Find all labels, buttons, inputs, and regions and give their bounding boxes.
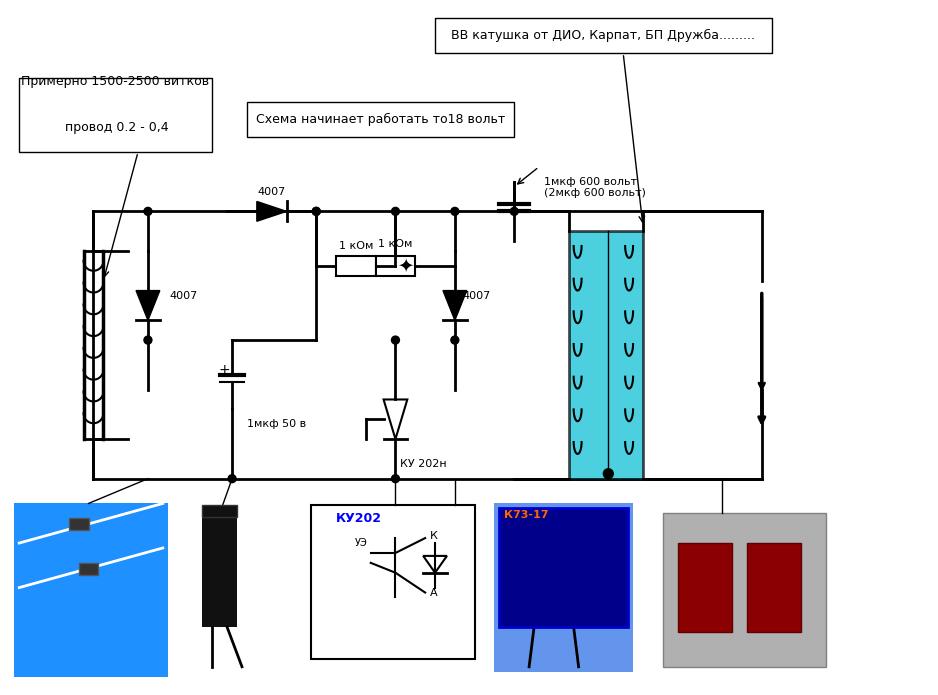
Text: К: К: [431, 531, 438, 541]
Bar: [336, 256, 375, 276]
Bar: [203, 505, 237, 517]
Text: 4007: 4007: [462, 291, 491, 300]
Bar: [311, 505, 475, 659]
Circle shape: [144, 336, 152, 344]
Text: 1мкф 50 в: 1мкф 50 в: [247, 419, 306, 430]
Text: Примерно 1500-2500 витков

 провод 0.2 - 0,4: Примерно 1500-2500 витков провод 0.2 - 0…: [22, 75, 209, 134]
Bar: [499, 508, 628, 627]
Bar: [79, 563, 98, 575]
Bar: [247, 102, 514, 137]
Circle shape: [391, 207, 400, 215]
Polygon shape: [257, 202, 286, 221]
Circle shape: [144, 207, 152, 215]
Text: КУ 202н: КУ 202н: [401, 459, 447, 469]
Text: +: +: [219, 363, 230, 377]
Bar: [375, 256, 416, 276]
Bar: [747, 543, 801, 632]
Text: Схема начинает работать то18 вольт: Схема начинает работать то18 вольт: [256, 113, 506, 126]
Bar: [494, 503, 633, 672]
Text: 1мкф 600 вольт
(2мкф 600 вольт): 1мкф 600 вольт (2мкф 600 вольт): [544, 177, 646, 198]
Circle shape: [603, 469, 613, 479]
Polygon shape: [443, 291, 467, 320]
Text: 4007: 4007: [170, 291, 198, 300]
Circle shape: [312, 207, 320, 215]
Text: КУ202: КУ202: [336, 512, 382, 525]
Text: 4007: 4007: [258, 186, 286, 197]
Bar: [203, 508, 237, 627]
Circle shape: [391, 336, 400, 344]
Circle shape: [312, 207, 320, 215]
Bar: [14, 503, 168, 677]
Text: К73-17: К73-17: [505, 510, 549, 521]
Text: 1 кОм: 1 кОм: [339, 241, 373, 251]
Bar: [677, 543, 732, 632]
Text: ВВ катушка от ДИО, Карпат, БП Дружба.........: ВВ катушка от ДИО, Карпат, БП Дружба....…: [451, 28, 755, 42]
Bar: [568, 231, 643, 479]
Bar: [19, 78, 212, 152]
Circle shape: [510, 207, 518, 215]
Circle shape: [451, 336, 459, 344]
Text: ✦: ✦: [397, 256, 414, 275]
Text: 1 кОм: 1 кОм: [378, 239, 413, 249]
Bar: [663, 514, 826, 667]
Circle shape: [391, 475, 400, 482]
Polygon shape: [136, 291, 159, 320]
Text: УЭ: УЭ: [355, 538, 367, 548]
Bar: [435, 18, 772, 53]
Circle shape: [228, 475, 236, 482]
Bar: [68, 518, 88, 530]
Circle shape: [451, 207, 459, 215]
Text: А: А: [431, 587, 438, 598]
